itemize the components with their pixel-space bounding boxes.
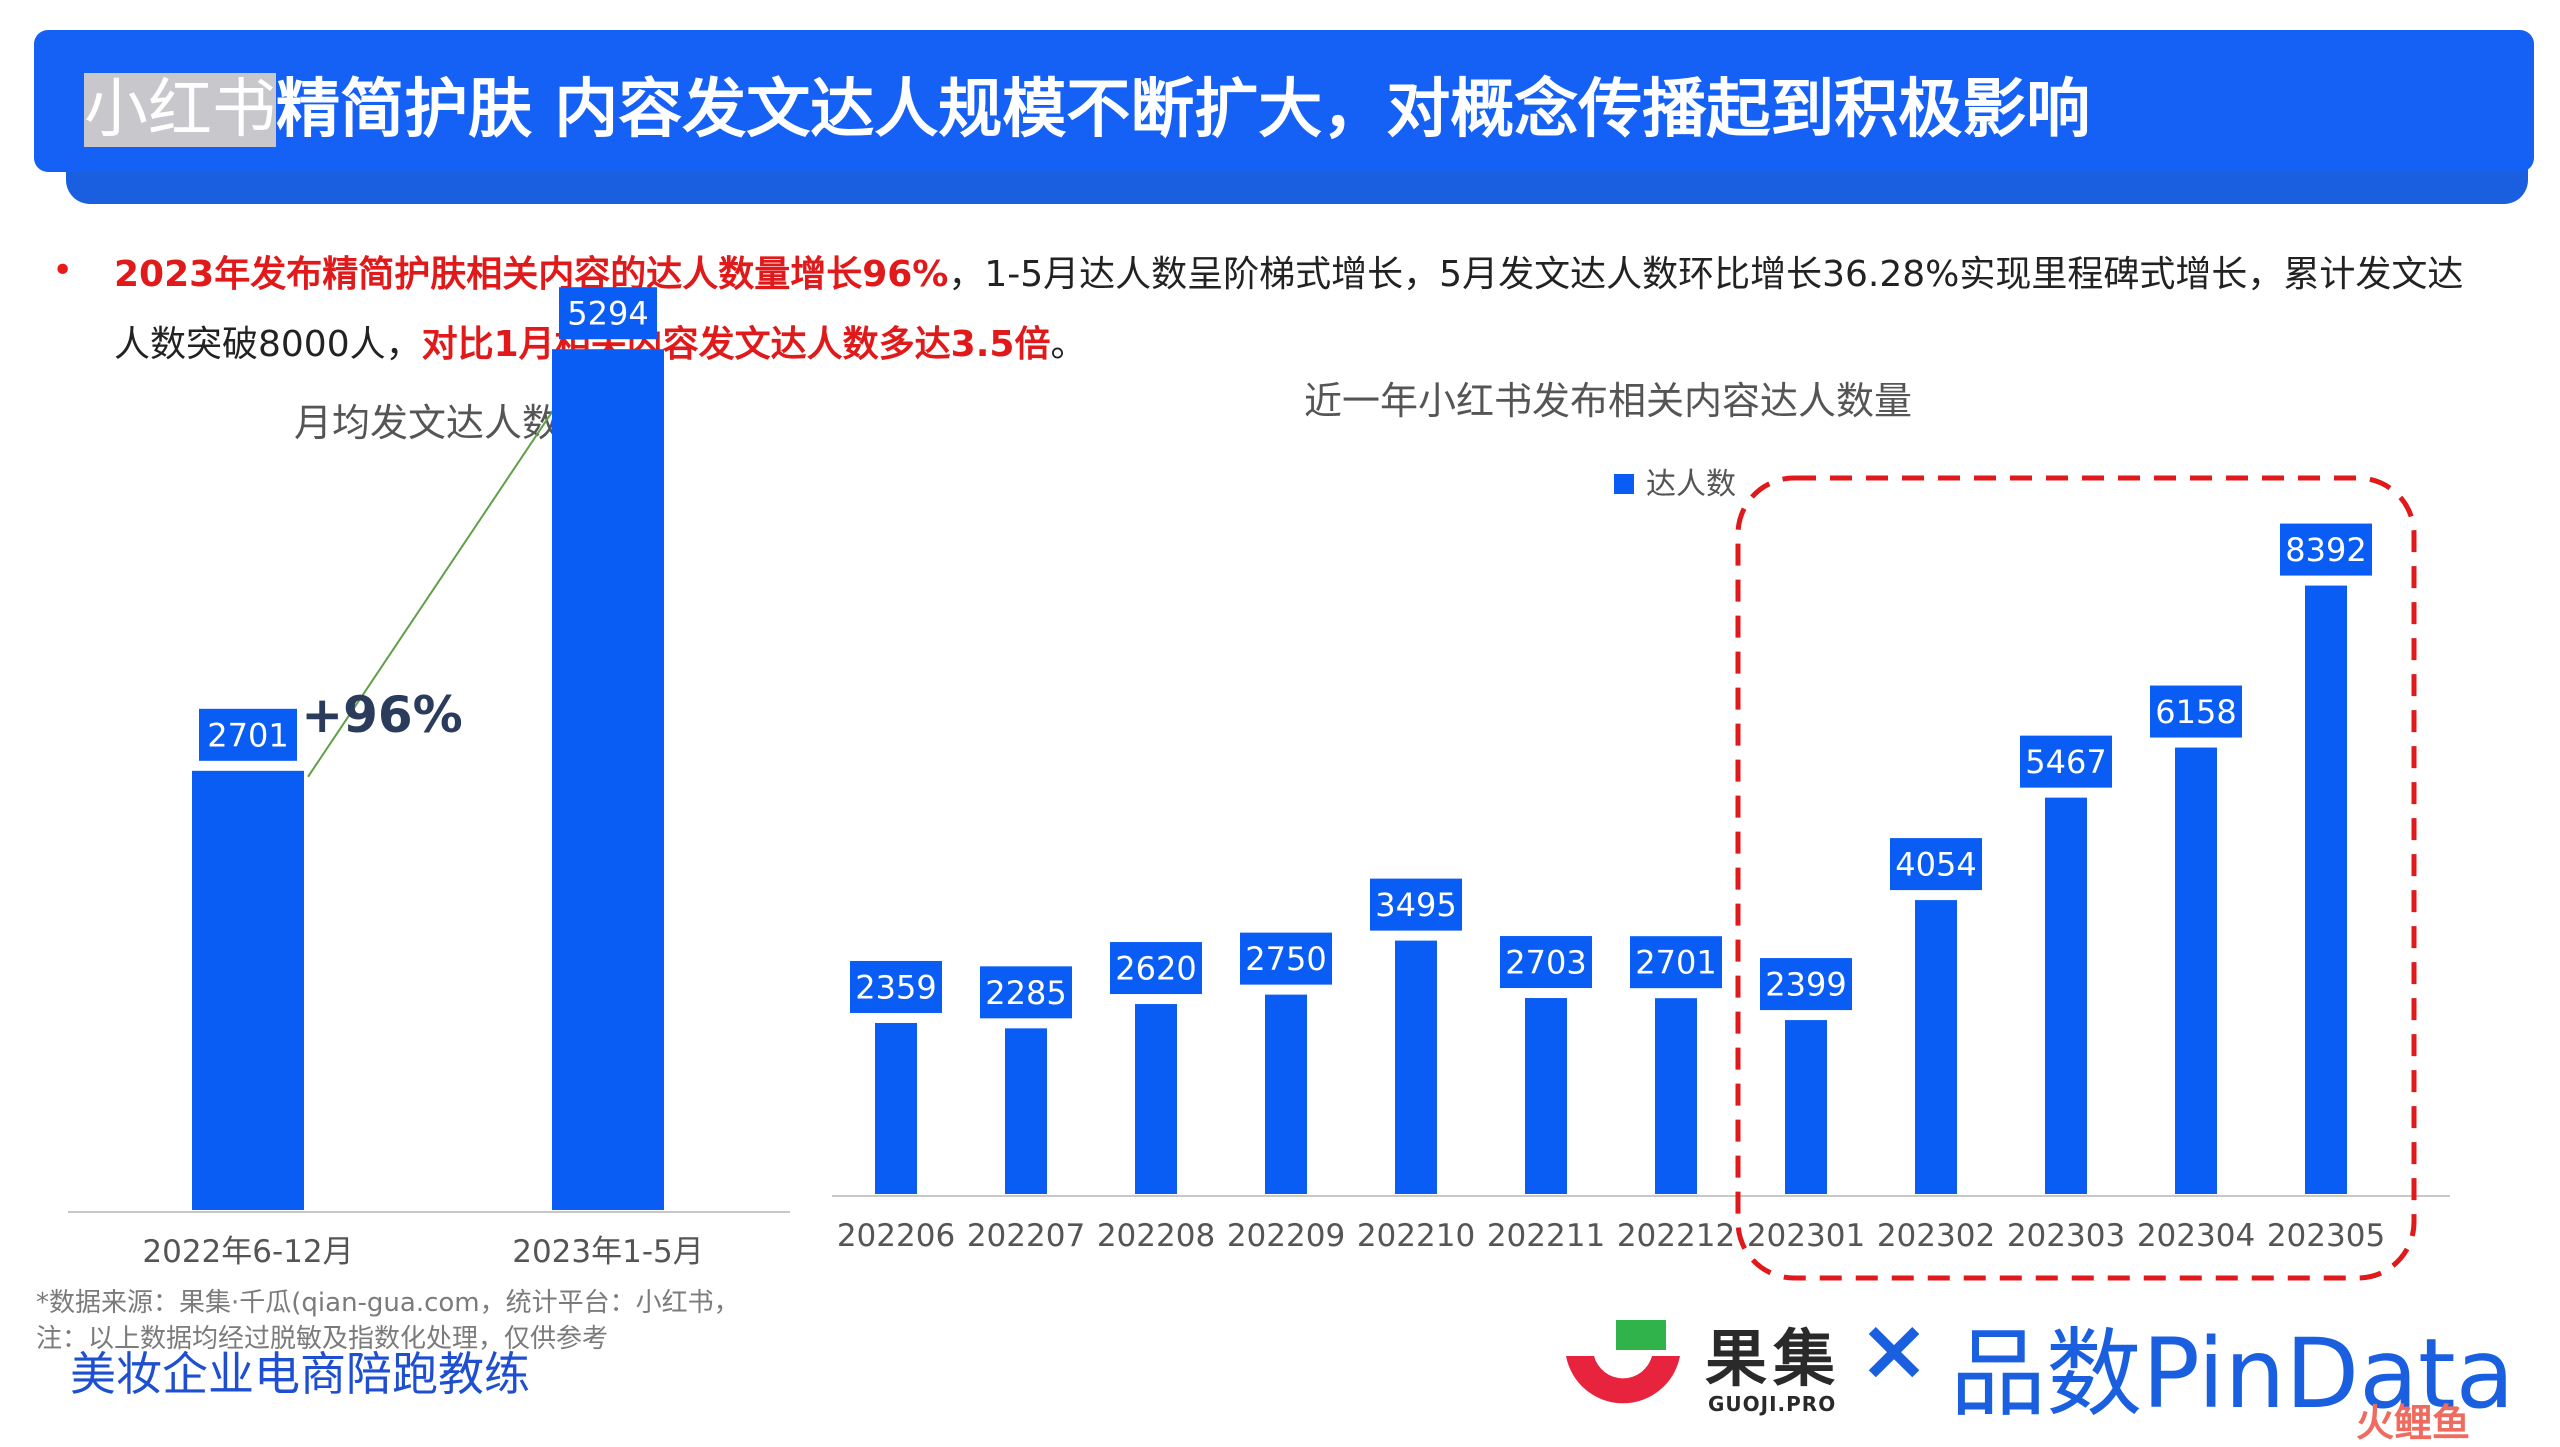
x-tick-label: 202211 xyxy=(1487,1218,1605,1254)
guoji-brand-domain: GUOJI.PRO xyxy=(1708,1392,1837,1416)
bar xyxy=(1395,940,1437,1194)
bar-value-label: 5294 xyxy=(567,295,648,333)
x-tick-label: 202207 xyxy=(967,1218,1085,1254)
x-tick-label: 202206 xyxy=(837,1218,955,1254)
x-tick-label: 202302 xyxy=(1877,1218,1995,1254)
bar-label-bg xyxy=(1630,936,1722,989)
growth-label: +96% xyxy=(301,686,463,744)
bar xyxy=(1655,998,1697,1194)
title-main: 精简护肤 内容发文达人规模不断扩大，对概念传播起到积极影响 xyxy=(276,73,2091,147)
guoji-logo-icon xyxy=(1566,1320,1680,1404)
bar xyxy=(1525,998,1567,1194)
bar-label-bg xyxy=(1760,958,1852,1011)
bar-label-bg xyxy=(2020,735,2112,788)
bar-value-label: 2701 xyxy=(1635,944,1716,982)
x-tick-label: 202301 xyxy=(1747,1218,1865,1254)
bar-label-bg xyxy=(1500,936,1592,989)
bar-value-label: 8392 xyxy=(2285,531,2366,569)
left-bar-chart: +96% 2701 2022年6-12月 5294 2023年1-5月 xyxy=(68,287,790,1270)
x-tick-label: 2022年6-12月 xyxy=(142,1234,353,1270)
bar-value-label: 4054 xyxy=(1895,846,1976,884)
bar-label-bg xyxy=(850,960,942,1013)
left-chart-title: 月均发文达人数 xyxy=(294,401,561,445)
bar-value-label: 2359 xyxy=(855,968,936,1006)
bar-label-bg xyxy=(980,966,1072,1019)
disclaimer-note: 注：以上数据均经过脱敏及指数化处理，仅供参考 xyxy=(36,1324,609,1354)
x-tick-label: 202304 xyxy=(2137,1218,2255,1254)
bar-label-bg xyxy=(2150,685,2242,738)
title-banner xyxy=(34,30,2534,172)
bar-value-label: 3495 xyxy=(1375,886,1456,924)
bar-value-label: 6158 xyxy=(2155,693,2236,731)
summary-paragraph: 2023年发布精简护肤相关内容的达人数量增长96%，1-5月达人数呈阶梯式增长，… xyxy=(114,240,2494,380)
bar xyxy=(2305,585,2347,1194)
x-tick-label: 202210 xyxy=(1357,1218,1475,1254)
bar-value-label: 2750 xyxy=(1245,940,1326,978)
bar-label-bg xyxy=(1240,932,1332,985)
bar-label-bg xyxy=(1370,878,1462,931)
bar xyxy=(2045,797,2087,1194)
bar xyxy=(192,770,304,1210)
bar-value-label: 5467 xyxy=(2025,743,2106,781)
x-tick-label: 202305 xyxy=(2267,1218,2385,1254)
bar-label-bg xyxy=(1890,838,1982,891)
page-title: 小红书精简护肤 内容发文达人规模不断扩大，对概念传播起到积极影响 xyxy=(84,60,2090,160)
bar xyxy=(875,1022,917,1194)
x-tick-label: 202209 xyxy=(1227,1218,1345,1254)
legend-label: 达人数 xyxy=(1646,467,1736,502)
bar-value-label: 2703 xyxy=(1505,944,1586,982)
summary-emphasis-2: 对比1月相关内容发文达人数多达3.5倍 xyxy=(421,324,1051,365)
watermark: 火鲤鱼 xyxy=(2356,1401,2471,1445)
bar xyxy=(1265,994,1307,1194)
growth-arrow xyxy=(307,377,576,778)
bar-label-bg xyxy=(1110,942,1202,995)
bar-label-bg xyxy=(2280,523,2372,576)
collaboration-cross-icon: × xyxy=(1858,1300,1931,1400)
bar-label-bg xyxy=(199,708,297,761)
bar xyxy=(1785,1020,1827,1194)
x-tick-label: 202303 xyxy=(2007,1218,2125,1254)
bar xyxy=(552,349,664,1211)
bar-value-label: 2399 xyxy=(1765,966,1846,1004)
coach-caption: 美妆企业电商陪跑教练 xyxy=(70,1347,530,1401)
title-prefix: 小红书 xyxy=(84,73,276,147)
bar xyxy=(1135,1004,1177,1194)
summary-emphasis-1: 2023年发布精简护肤相关内容的达人数量增长96% xyxy=(114,254,949,295)
right-bar-chart: 达人数 2359 202206 2285 202207 2620 202208 2750 20… xyxy=(832,467,2450,1281)
bar xyxy=(1915,900,1957,1194)
bar-value-label: 2701 xyxy=(207,716,288,754)
x-tick-label: 202208 xyxy=(1097,1218,1215,1254)
x-tick-label: 202212 xyxy=(1617,1218,1735,1254)
source-note: *数据来源：果集·千瓜(qian-gua.com，统计平台：小红书， xyxy=(36,1288,740,1318)
bar-value-label: 2620 xyxy=(1115,950,1196,988)
highlight-box xyxy=(1735,475,2417,1281)
legend-swatch xyxy=(1614,474,1634,494)
guoji-brand-name: 果集 xyxy=(1705,1322,1842,1395)
bar-label-bg xyxy=(559,287,657,340)
pindata-logo: 品数PinData xyxy=(1950,1318,2515,1430)
summary-text-2: 。 xyxy=(1050,324,1087,365)
bullet-icon: • xyxy=(52,250,74,291)
bar xyxy=(1005,1028,1047,1194)
right-chart-title: 近一年小红书发布相关内容达人数量 xyxy=(1304,379,1913,423)
bar-value-label: 2285 xyxy=(985,974,1066,1012)
x-tick-label: 2023年1-5月 xyxy=(512,1234,704,1270)
summary-text-1: ，1-5月达人数呈阶梯式增长，5月发文达人数环比增长36.28%实现里程碑式增长… xyxy=(114,254,2464,365)
bar xyxy=(2175,747,2217,1194)
